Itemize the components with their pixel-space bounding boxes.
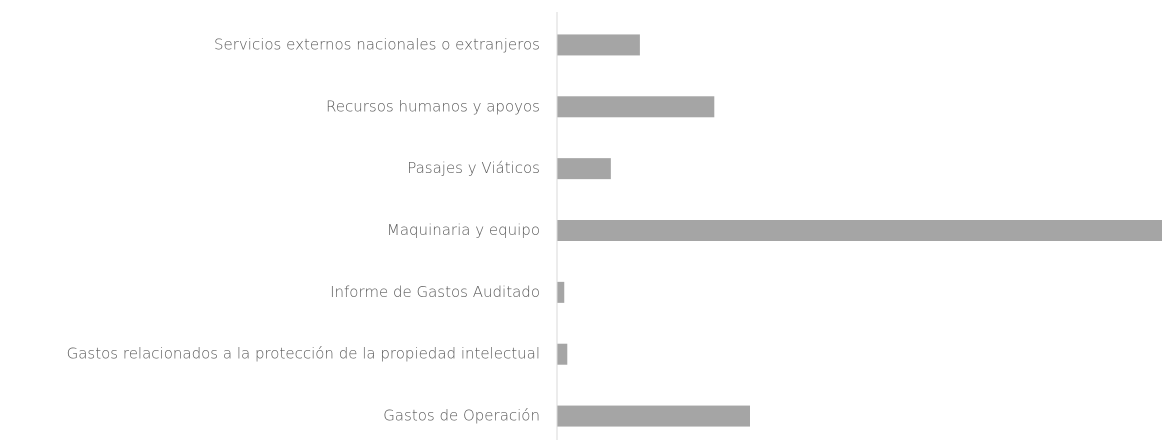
bar — [557, 96, 715, 118]
bar — [557, 281, 565, 303]
y-tick-label: Informe de Gastos Auditado — [330, 283, 540, 301]
y-tick-label: Maquinaria y equipo — [387, 221, 540, 239]
y-tick-label: Gastos relacionados a la protección de l… — [67, 345, 540, 363]
y-tick-label: Recursos humanos y apoyos — [326, 97, 540, 115]
bar — [557, 220, 1162, 241]
bar — [557, 158, 611, 180]
y-tick-label: Gastos de Operación — [383, 407, 540, 425]
bar — [557, 34, 640, 56]
y-tick-label: Servicios externos nacionales o extranje… — [214, 35, 540, 53]
bar — [557, 405, 750, 427]
y-tick-label: Pasajes y Viáticos — [407, 159, 540, 177]
bar — [557, 343, 568, 365]
